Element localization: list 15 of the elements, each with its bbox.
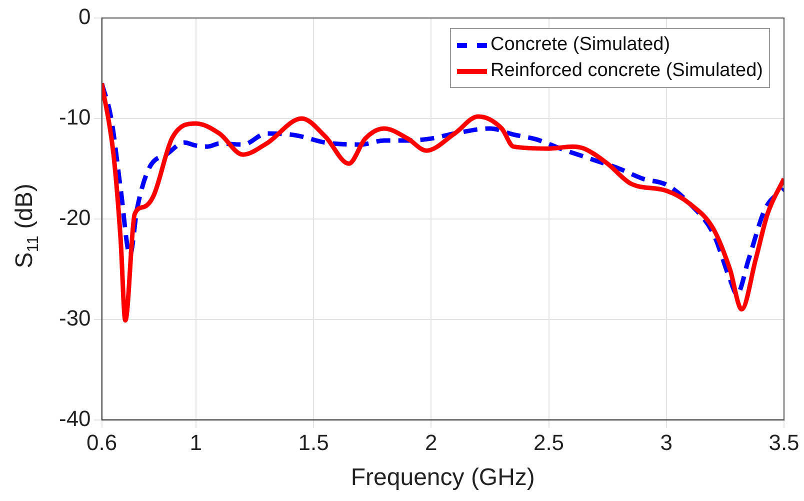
x-tick-label: 1.5: [298, 430, 329, 456]
y-tick-label: 0: [78, 4, 91, 30]
x-tick-label: 3: [660, 430, 673, 456]
y-tick-label: -30: [59, 305, 91, 330]
x-tick-label: 2: [425, 430, 438, 456]
x-tick-label: 3.5: [768, 430, 800, 456]
x-tick-label: 0.6: [86, 430, 118, 456]
legend-label: Concrete (Simulated): [490, 34, 670, 56]
x-tick-label: 2.5: [533, 430, 564, 456]
legend-label: Reinforced concrete (Simulated): [490, 60, 763, 82]
y-tick-label: -40: [59, 406, 91, 431]
y-tick-label: -10: [59, 104, 91, 130]
x-axis-title: Frequency (GHz): [350, 464, 535, 492]
y-tick-label: -20: [59, 204, 91, 230]
x-tick-label: 1: [190, 430, 202, 456]
